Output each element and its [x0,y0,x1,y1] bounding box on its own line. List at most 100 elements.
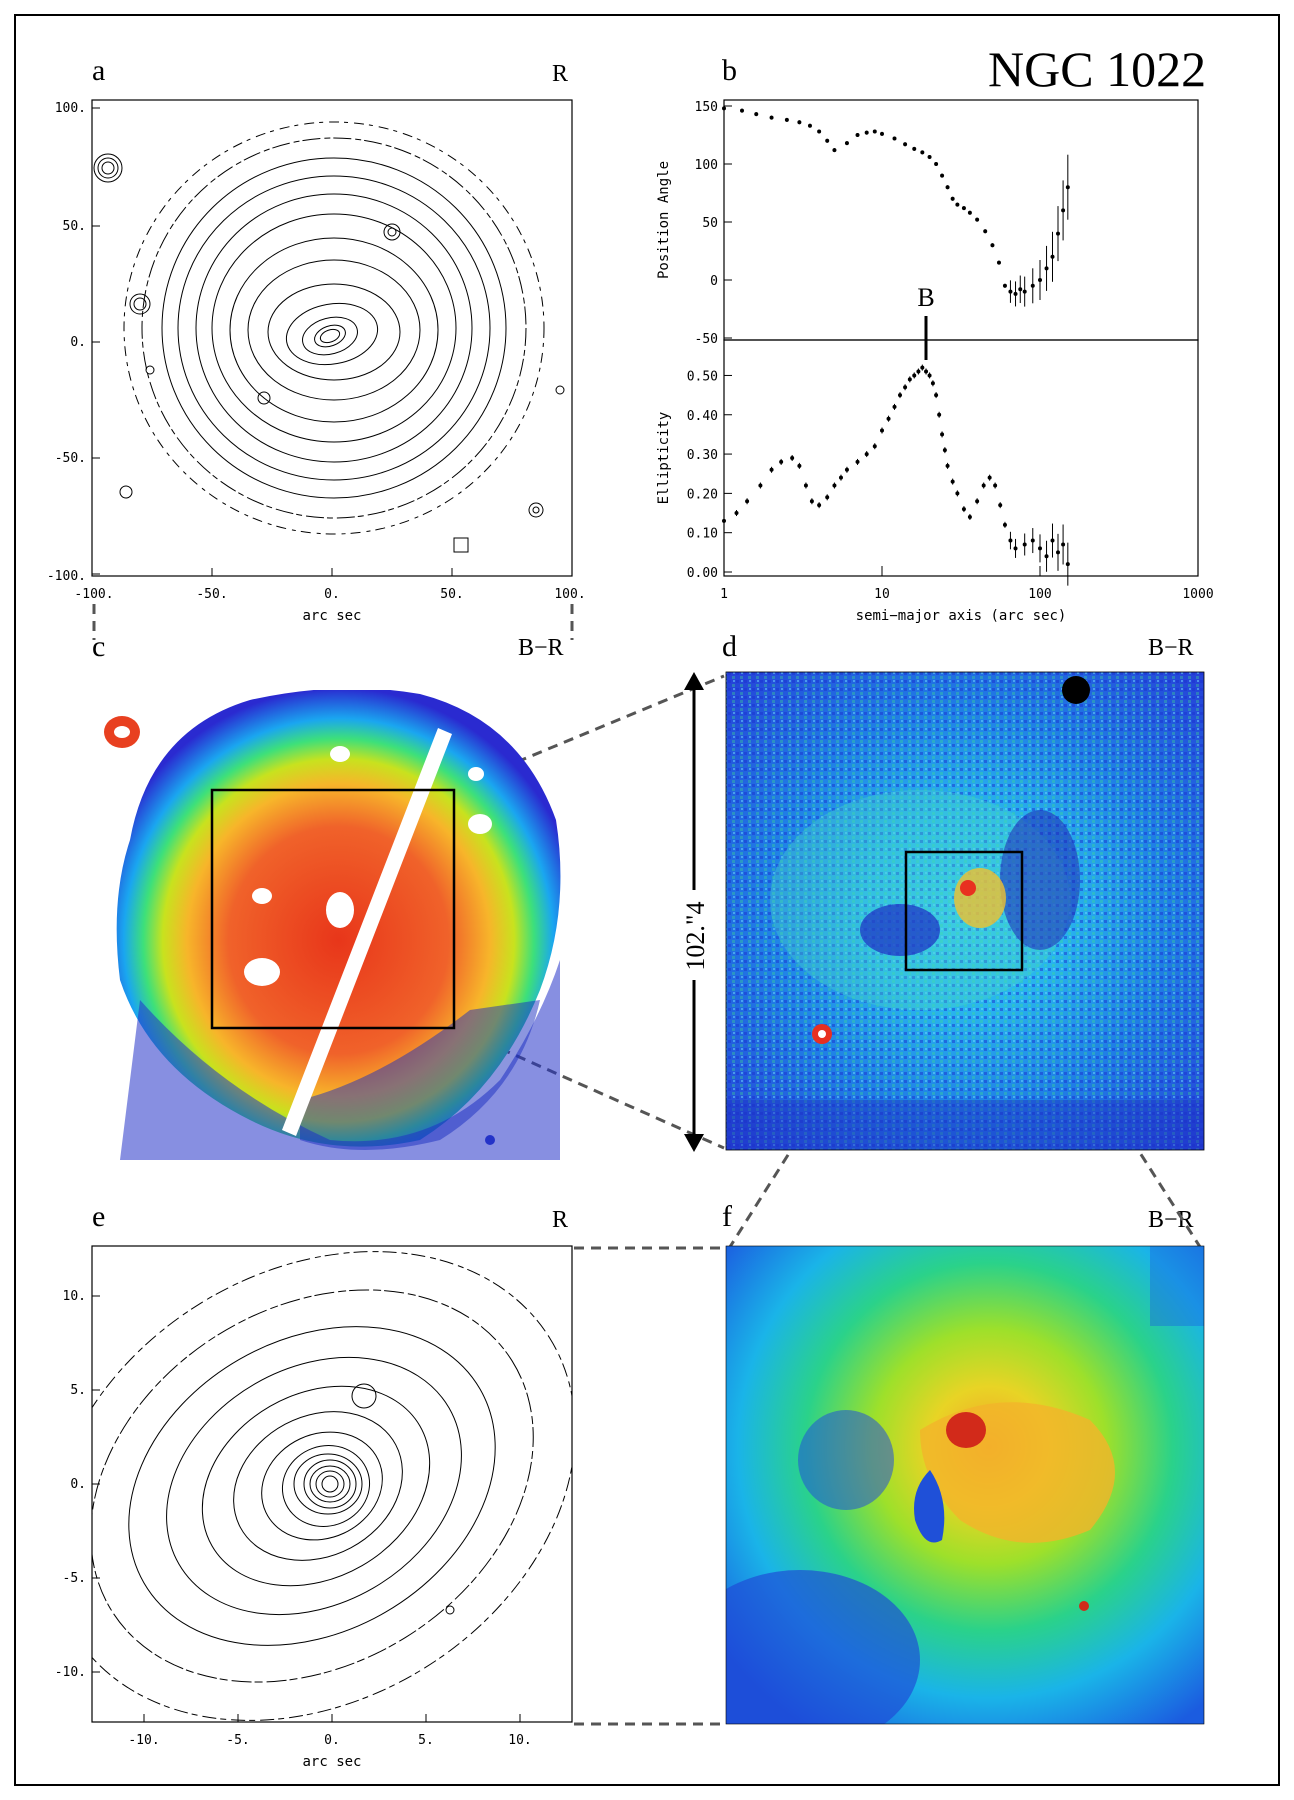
panel-b-top-point [754,112,759,117]
panel-e-ytick: 5. [70,1383,86,1398]
panel-b-bottom-point [903,385,908,390]
panel-b-top-point [945,185,950,190]
panel-a-ytick: -100. [47,569,86,584]
panel-b-bottom-point [844,467,849,472]
panel-a-xtick: 0. [324,587,340,602]
panel-b-bottom-ytick: 0.40 [687,409,718,424]
panel-b-top-point [892,136,897,141]
panel-b-top-point [967,210,972,215]
panel-a-xtick: -50. [196,587,227,602]
panel-a-contour-plot: 100. 50. 0. -50. -100. -100. -50. 0. 50.… [47,99,586,624]
panel-b-marker-label: B [917,283,934,312]
panel-d-zoom-box [904,850,1024,972]
panel-b-bottom-point [838,475,843,480]
panel-e-ytick: -5. [63,1571,86,1586]
panel-b-bottom-point [1065,562,1070,567]
panel-b-top-point [864,130,869,135]
panel-b-bottom-point [745,499,750,504]
panel-b-bottom-point [907,377,912,382]
panel-a-ytick: 50. [63,219,86,234]
panel-b-bottom-point [734,511,739,516]
panel-e-band: R [552,1207,569,1233]
panel-a-ytick: 0. [70,335,86,350]
panel-b-bottom-point [927,373,932,378]
panel-b-bottom-point [987,475,992,480]
panel-b-top-point [832,148,837,153]
panel-b-top-point [1061,208,1066,213]
panel-b-bottom-point [803,483,808,488]
panel-b-top-point [996,260,1001,265]
panel-b-top-point [1065,185,1070,190]
panel-b-top-point [920,150,925,155]
panel-b-bottom-point [1030,538,1035,543]
panel-b-top-ytick: 0 [710,274,718,289]
panel-a-xlabel: arc sec [302,608,361,624]
panel-b-bottom-point [937,412,942,417]
panel-d-color-map [726,672,1204,1150]
panel-b-bottom-point [940,432,945,437]
panel-e-xtick: 5. [418,1733,434,1748]
panel-b-bottom-point [950,479,955,484]
panel-e-xtick: 0. [324,1733,340,1748]
panel-b-bottom-point [758,483,763,488]
panel-b-top-point [1050,254,1055,259]
figure-title: NGC 1022 [988,41,1207,97]
panel-b-bottom-ytick: 0.10 [687,527,718,542]
panel-b-bottom-point [955,491,960,496]
panel-b-top-ytick: 150 [695,100,718,115]
panel-b-top-point [825,138,830,143]
panel-b-top-point [1056,231,1061,236]
panel-b-bottom-point [975,499,980,504]
panel-b-bottom-point [855,459,860,464]
panel-d-band: B−R [1148,635,1194,661]
panel-b-top-point [769,115,774,120]
panel-b-bottom-ytick: 0.50 [687,369,718,384]
panel-b-profile-plot: 150 100 50 0 -50 0.50 0.40 0.30 0.20 0.10 0.001 10… [656,99,1214,624]
panel-a-letter: a [92,54,106,87]
panel-b-top-point [940,173,945,178]
panel-b-bottom-point [1002,522,1007,527]
panel-b-bottom-point [912,373,917,378]
panel-d-letter: d [722,630,737,663]
panel-b-letter: b [722,54,737,87]
panel-c-color-map [104,690,561,1160]
panel-b-bottom-ytick: 0.20 [687,487,718,502]
panel-b-bottom-point [920,365,925,370]
panel-b-bottom-point [809,499,814,504]
panel-b-top-point [927,155,932,160]
panel-b-bottom-point [825,495,830,500]
panel-b-top-point [880,131,884,136]
panel-b-bottom-point [916,369,921,374]
panel-b-top-point [961,206,966,211]
panel-b-top-frame [723,99,1199,341]
scale-arrow [684,672,704,1152]
panel-e-xlabel: arc sec [302,1754,361,1770]
panel-b-top-point [950,196,955,201]
panel-a-xtick: -100. [74,587,113,602]
panel-b-top-point [990,243,995,248]
scale-label: 102."4 [681,901,710,970]
panel-b-top-point [1008,289,1013,294]
panel-b-bottom-point [779,459,784,464]
panel-b-xtick: 1 [720,587,728,602]
panel-b-bottom-point [797,463,802,468]
panel-b-bottom-point [1044,554,1049,559]
panel-b-top-ylabel: Position Angle [656,161,672,279]
panel-b-top-point [1022,289,1027,294]
panel-b-bottom-point [832,483,837,488]
panel-b-bottom-point [872,444,877,449]
panel-b-top-ytick: 100 [695,158,718,173]
panel-b-bottom-point [967,514,972,519]
panel-b-bottom-frame [723,339,1199,577]
panel-b-bottom-point [892,404,897,409]
panel-b-bottom-point [1008,538,1013,543]
panel-a-xtick: 100. [554,587,585,602]
panel-b-xtick: 1000 [1182,587,1213,602]
panel-b-bottom-point [886,416,891,421]
panel-c-band: B−R [518,635,564,661]
panel-b-bottom-point [934,393,939,398]
panel-b-top-point [983,229,988,234]
panel-a-ytick: 100. [55,101,86,116]
panel-b-bottom-ytick: 0.00 [687,566,718,581]
